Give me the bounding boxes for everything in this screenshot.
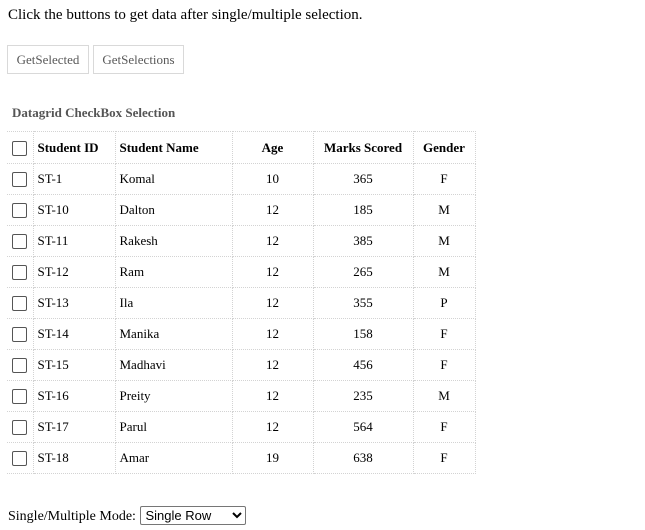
cell-student-name: Madhavi	[115, 349, 233, 381]
row-checkbox[interactable]	[12, 265, 28, 281]
row-checkbox-cell	[7, 318, 34, 350]
table-row[interactable]: ST-16 Preity 12 235 M	[7, 380, 476, 412]
table-row[interactable]: ST-18 Amar 19 638 F	[7, 442, 476, 474]
cell-student-name: Ila	[115, 287, 233, 319]
cell-student-name: Rakesh	[115, 225, 233, 257]
cell-student-name: Komal	[115, 163, 233, 195]
cell-student-id: ST-12	[33, 256, 116, 288]
row-checkbox[interactable]	[12, 234, 28, 250]
row-checkbox-cell	[7, 380, 34, 412]
cell-age: 12	[232, 287, 314, 319]
mode-select[interactable]: Single Row	[140, 506, 247, 525]
cell-age: 12	[232, 256, 314, 288]
column-header-student-name[interactable]: Student Name	[115, 131, 233, 164]
table-row[interactable]: ST-17 Parul 12 564 F	[7, 411, 476, 443]
cell-marks: 638	[313, 442, 414, 474]
column-header-marks[interactable]: Marks Scored	[313, 131, 414, 164]
cell-gender: M	[413, 256, 476, 288]
cell-gender: F	[413, 318, 476, 350]
cell-marks: 158	[313, 318, 414, 350]
table-row[interactable]: ST-13 Ila 12 355 P	[7, 287, 476, 319]
mode-label: Single/Multiple Mode:	[8, 509, 136, 524]
cell-student-id: ST-1	[33, 163, 116, 195]
cell-student-id: ST-10	[33, 194, 116, 226]
cell-student-name: Manika	[115, 318, 233, 350]
row-checkbox[interactable]	[12, 358, 28, 374]
cell-student-name: Ram	[115, 256, 233, 288]
cell-age: 12	[232, 318, 314, 350]
cell-marks: 235	[313, 380, 414, 412]
row-checkbox-cell	[7, 225, 34, 257]
cell-student-name: Amar	[115, 442, 233, 474]
row-checkbox[interactable]	[12, 389, 28, 405]
cell-marks: 355	[313, 287, 414, 319]
cell-gender: M	[413, 194, 476, 226]
row-checkbox-cell	[7, 256, 34, 288]
get-selections-button[interactable]: GetSelections	[93, 45, 184, 74]
row-checkbox[interactable]	[12, 420, 28, 436]
row-checkbox-cell	[7, 287, 34, 319]
cell-marks: 265	[313, 256, 414, 288]
cell-student-id: ST-16	[33, 380, 116, 412]
cell-age: 19	[232, 442, 314, 474]
cell-student-id: ST-11	[33, 225, 116, 257]
cell-age: 12	[232, 349, 314, 381]
cell-student-name: Preity	[115, 380, 233, 412]
cell-student-id: ST-13	[33, 287, 116, 319]
get-selected-button[interactable]: GetSelected	[7, 45, 89, 74]
table-row[interactable]: ST-10 Dalton 12 185 M	[7, 194, 476, 226]
cell-gender: M	[413, 225, 476, 257]
row-checkbox[interactable]	[12, 172, 28, 188]
row-checkbox-cell	[7, 194, 34, 226]
header-checkbox-cell	[7, 131, 34, 164]
row-checkbox[interactable]	[12, 451, 28, 467]
cell-marks: 385	[313, 225, 414, 257]
cell-student-id: ST-14	[33, 318, 116, 350]
row-checkbox-cell	[7, 349, 34, 381]
cell-gender: F	[413, 163, 476, 195]
cell-student-id: ST-15	[33, 349, 116, 381]
cell-gender: P	[413, 287, 476, 319]
column-header-student-id[interactable]: Student ID	[33, 131, 116, 164]
row-checkbox[interactable]	[12, 296, 28, 312]
cell-student-name: Parul	[115, 411, 233, 443]
column-header-gender[interactable]: Gender	[413, 131, 476, 164]
cell-age: 12	[232, 380, 314, 412]
table-row[interactable]: ST-14 Manika 12 158 F	[7, 318, 476, 350]
table-row[interactable]: ST-15 Madhavi 12 456 F	[7, 349, 476, 381]
table-row[interactable]: ST-12 Ram 12 265 M	[7, 256, 476, 288]
select-all-checkbox[interactable]	[12, 140, 28, 156]
row-checkbox[interactable]	[12, 203, 28, 219]
cell-gender: M	[413, 380, 476, 412]
header-row: Student ID Student Name Age Marks Scored…	[7, 131, 476, 164]
datagrid-body: ST-1 Komal 10 365 F ST-10 Dalton 12 185 M ST-11 Rak…	[7, 163, 476, 474]
instructions-text: Click the buttons to get data after sing…	[8, 7, 363, 23]
cell-age: 12	[232, 225, 314, 257]
cell-student-id: ST-18	[33, 442, 116, 474]
cell-student-id: ST-17	[33, 411, 116, 443]
cell-marks: 365	[313, 163, 414, 195]
table-row[interactable]: ST-1 Komal 10 365 F	[7, 163, 476, 195]
cell-age: 10	[232, 163, 314, 195]
cell-student-name: Dalton	[115, 194, 233, 226]
cell-age: 12	[232, 411, 314, 443]
row-checkbox-cell	[7, 163, 34, 195]
cell-marks: 564	[313, 411, 414, 443]
cell-marks: 456	[313, 349, 414, 381]
table-row[interactable]: ST-11 Rakesh 12 385 M	[7, 225, 476, 257]
cell-gender: F	[413, 411, 476, 443]
row-checkbox-cell	[7, 442, 34, 474]
cell-age: 12	[232, 194, 314, 226]
column-header-age[interactable]: Age	[232, 131, 314, 164]
datagrid: Student ID Student Name Age Marks Scored…	[7, 131, 476, 474]
row-checkbox-cell	[7, 411, 34, 443]
cell-gender: F	[413, 442, 476, 474]
row-checkbox[interactable]	[12, 327, 28, 343]
cell-gender: F	[413, 349, 476, 381]
cell-marks: 185	[313, 194, 414, 226]
datagrid-title: Datagrid CheckBox Selection	[12, 105, 176, 120]
mode-selector: Single/Multiple Mode: Single Row	[8, 506, 247, 525]
